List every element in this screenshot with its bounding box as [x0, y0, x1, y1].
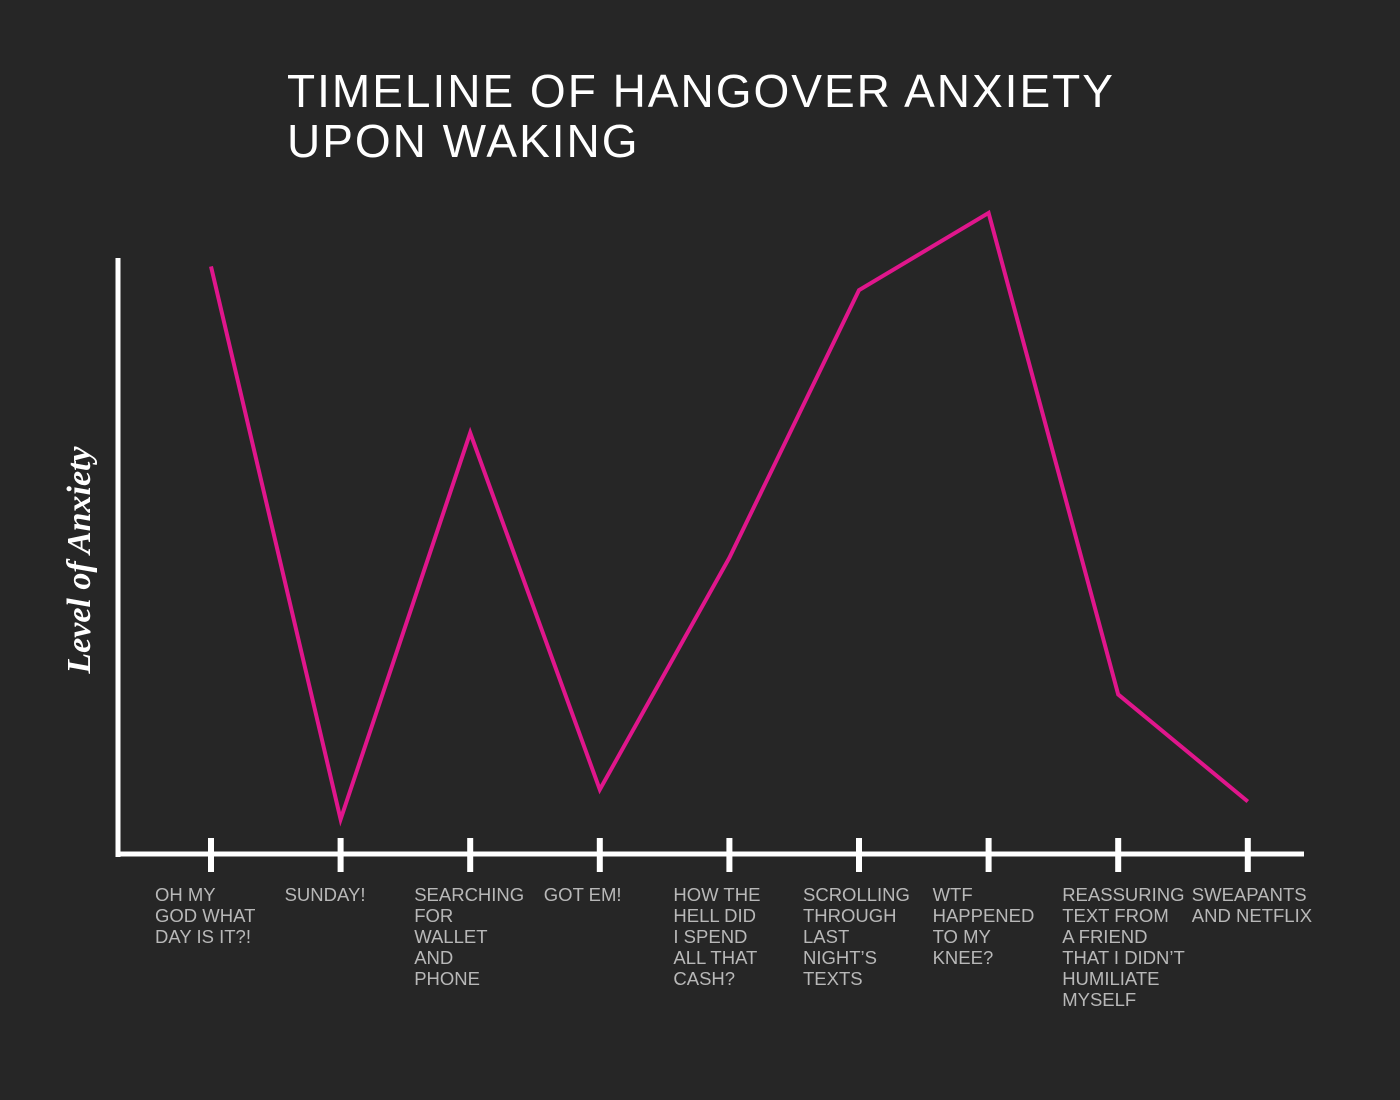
x-tick-label: HOW THE HELL DID I SPEND ALL THAT CASH?: [673, 884, 761, 989]
x-tick-label: SEARCHING FOR WALLET AND PHONE: [414, 884, 525, 989]
chart-title: TIMELINE OF HANGOVER ANXIETY UPON WAKING: [287, 65, 1115, 167]
x-tick-label: SWEAPANTS AND NETFLIX: [1191, 884, 1313, 926]
x-tick-label: WTF HAPPENED TO MY KNEE?: [932, 884, 1035, 968]
x-tick-label: REASSURING TEXT FROM A FRIEND THAT I DID…: [1062, 884, 1185, 1010]
x-tick-label: OH MY GOD WHAT DAY IS IT?!: [155, 884, 256, 947]
x-tick-label: SCROLLING THROUGH LAST NIGHT’S TEXTS: [803, 884, 910, 989]
x-tick-label: SUNDAY!: [284, 884, 366, 905]
line: [209, 209, 1250, 827]
x-tick-label: GOT EM!: [543, 884, 622, 905]
